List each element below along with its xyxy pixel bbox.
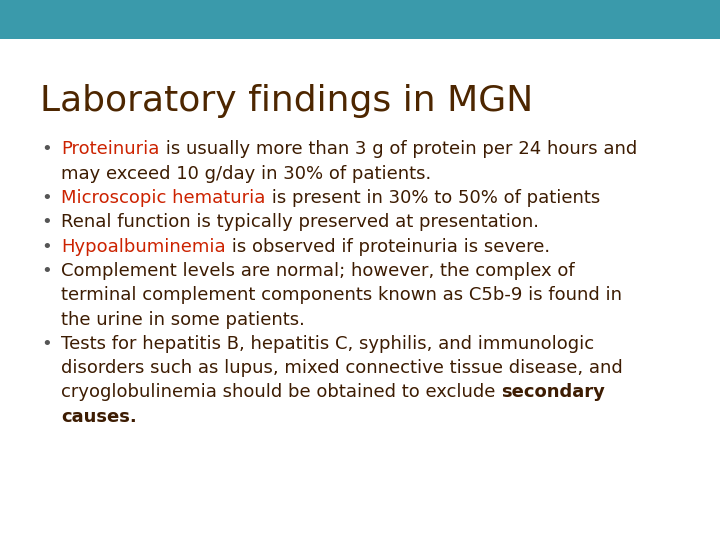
Text: Complement levels are normal; however, the complex of: Complement levels are normal; however, t… [61,262,575,280]
Text: •: • [41,140,52,158]
Text: cryoglobulinemia should be obtained to exclude: cryoglobulinemia should be obtained to e… [61,383,501,401]
Text: •: • [41,189,52,207]
Text: •: • [41,213,52,231]
Text: terminal complement components known as C5b-9 is found in: terminal complement components known as … [61,286,622,304]
Text: Microscopic hematuria: Microscopic hematuria [61,189,266,207]
Text: disorders such as lupus, mixed connective tissue disease, and: disorders such as lupus, mixed connectiv… [61,359,623,377]
Text: Hypoalbuminemia: Hypoalbuminemia [61,238,226,255]
Text: Renal function is typically preserved at presentation.: Renal function is typically preserved at… [61,213,539,231]
Bar [0,0,720,39]
Text: •: • [41,335,52,353]
Text: is present in 30% to 50% of patients: is present in 30% to 50% of patients [266,189,600,207]
Text: the urine in some patients.: the urine in some patients. [61,310,305,328]
Text: •: • [41,238,52,255]
Text: may exceed 10 g/day in 30% of patients.: may exceed 10 g/day in 30% of patients. [61,165,431,183]
Text: secondary: secondary [501,383,606,401]
Text: causes.: causes. [61,408,137,426]
Text: Laboratory findings in MGN: Laboratory findings in MGN [40,84,533,118]
Text: Tests for hepatitis B, hepatitis C, syphilis, and immunologic: Tests for hepatitis B, hepatitis C, syph… [61,335,594,353]
Text: is usually more than 3 g of protein per 24 hours and: is usually more than 3 g of protein per … [160,140,636,158]
Text: Proteinuria: Proteinuria [61,140,160,158]
Text: is observed if proteinuria is severe.: is observed if proteinuria is severe. [226,238,550,255]
Text: •: • [41,262,52,280]
